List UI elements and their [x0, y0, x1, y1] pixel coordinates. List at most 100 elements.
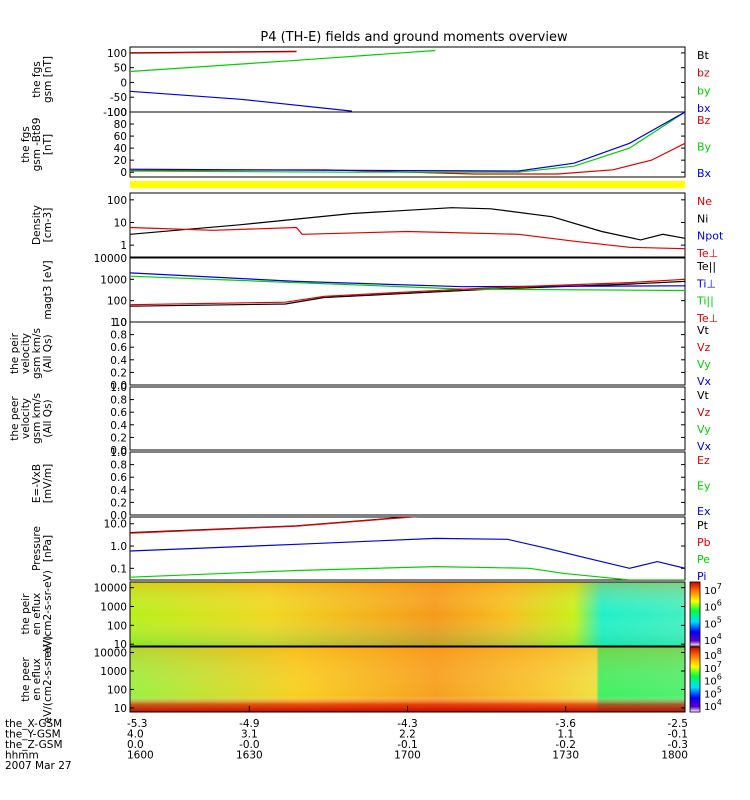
colorbar-tick-label: 104: [704, 632, 722, 647]
x-tick-label: 1630: [236, 750, 263, 762]
y-tick-label: 0.4: [110, 485, 127, 497]
series-ti-line: [130, 275, 685, 292]
series-ni-line: [130, 207, 685, 241]
panel-frame: [129, 451, 686, 516]
legend-pb-label: Pb: [697, 536, 711, 549]
x-tick-label: -0.1: [668, 729, 689, 741]
spectrogram-shading: [130, 582, 685, 646]
legend-vy-label: Vy: [697, 423, 711, 436]
y-tick-label: 60: [114, 131, 127, 143]
y-tick-label: 100: [107, 620, 127, 632]
legend-ti-label: Ti||: [696, 295, 714, 308]
series-by-line: [130, 49, 436, 73]
y-tick-label: 10000: [94, 648, 127, 660]
y-tick-label: 0.0: [110, 510, 127, 522]
panel-1: 100 50 0 -50 -100 the fgsgsm [nT] Bt bz by bx: [31, 46, 711, 119]
y-tick-label: 0.4: [110, 355, 127, 367]
y-tick-label: 100: [107, 48, 127, 60]
x-tick-label: -0.1: [397, 739, 418, 751]
figure-title: P4 (TH-E) fields and ground moments over…: [260, 30, 568, 45]
y-tick-label: 1: [120, 240, 127, 252]
y-tick-label: 1000: [100, 274, 127, 286]
x-tick-label: 1.1: [557, 729, 574, 741]
y-axis-label: the fgsgsm [nT]: [31, 56, 54, 103]
y-axis-label: E=-VxB[mV/m]: [31, 464, 54, 503]
colorbar-tick-label: 105: [704, 615, 722, 630]
y-tick-label: 10: [114, 703, 127, 715]
y-tick-label: 100: [107, 296, 127, 308]
x-tick-label: 1730: [552, 750, 579, 762]
panel-frame: [129, 386, 686, 451]
series-bx-line: [130, 112, 685, 172]
y-tick-label: 0.6: [110, 407, 127, 419]
x-tick-label: 4.0: [127, 729, 144, 741]
y-tick-label: -100: [103, 107, 127, 119]
x-axis-block: the_X-GSM -5.3 -4.9 -4.3 -3.6 -2.5 the_Y-GSM 4.…: [5, 706, 688, 772]
y-axis-label: Density[cm-3]: [31, 205, 54, 245]
y-tick-label: 0.2: [110, 497, 127, 509]
panel-4: 10000 1000 100 10 magt3 [eV] Te|| Ti⊥ Ti|| Te⊥: [42, 253, 718, 329]
y-tick-label: 0.0: [110, 445, 127, 457]
series-pt-line: [130, 517, 415, 534]
panel-frame: [129, 321, 686, 386]
x-tick-label: -3.6: [555, 718, 576, 730]
y-axis-label: magt3 [eV]: [42, 260, 54, 319]
y-tick-label: 0.4: [110, 420, 127, 432]
legend-bz-label: bz: [697, 67, 710, 80]
legend-ni-label: Ni: [697, 212, 708, 225]
legend-ex-label: Ex: [697, 505, 711, 518]
y-tick-label: 0.2: [110, 432, 127, 444]
legend-vt-label: Vt: [697, 389, 710, 402]
colorbar-tick-label: 106: [704, 599, 722, 614]
x-tick-label: 1800: [661, 750, 688, 762]
y-tick-label: 10: [114, 217, 127, 229]
series-pi-line: [130, 537, 685, 569]
panel-frame: [129, 516, 686, 581]
colorbar-tick-label: 104: [704, 698, 722, 713]
y-tick-label: 1.0: [110, 541, 127, 553]
y-axis-label: the peervelocitygsm km/s(All Qs): [9, 393, 54, 444]
legend-by-label: By: [697, 141, 712, 154]
status-bar: [130, 181, 685, 188]
y-tick-label: 0.8: [110, 460, 127, 472]
panel-frame: [129, 581, 686, 647]
y-tick-label: 1.0: [110, 447, 127, 459]
y-tick-label: 1000: [100, 666, 127, 678]
legend-bz-label: Bz: [697, 114, 711, 127]
panel-frame: [129, 111, 686, 178]
legend-vx-label: Vx: [697, 375, 712, 388]
x-tick-label: 1700: [394, 750, 421, 762]
legend-pi-label: Pi: [697, 570, 706, 583]
x-tick-label: 0.0: [127, 739, 144, 751]
legend-ey-label: Ey: [697, 480, 711, 493]
y-tick-label: 10: [114, 317, 127, 329]
legend-ti-label: Ti⊥: [696, 277, 716, 290]
colorbar: [689, 581, 701, 647]
legend-bx-label: Bx: [697, 167, 712, 180]
y-axis-label: the peeren efluxeV/(cm2-s-sr-eV): [20, 636, 54, 724]
legend-bx-label: bx: [697, 102, 711, 115]
colorbar-tick-label: 107: [704, 582, 722, 597]
y-tick-label: 0.2: [110, 367, 127, 379]
y-axis-label: the peiren efluxeV/(cm2-s-sr-eV): [20, 570, 54, 658]
colorbar: [689, 646, 701, 713]
y-tick-label: 0.6: [110, 472, 127, 484]
y-tick-label: 0.8: [110, 330, 127, 342]
legend-vz-label: Vz: [697, 406, 711, 419]
x-tick-label: 2.2: [399, 729, 416, 741]
x-tick-label: -5.3: [127, 718, 148, 730]
x-tick-label: 1600: [127, 750, 154, 762]
x-tick-label: -4.9: [239, 718, 260, 730]
series-te-line: [130, 278, 685, 306]
legend-ne-label: Ne: [697, 195, 712, 208]
y-axis-label: Pressure[nPa]: [31, 526, 54, 571]
date-label: 2007 Mar 27: [5, 760, 72, 772]
y-tick-label: 0: [120, 167, 127, 179]
y-tick-label: 40: [114, 143, 127, 155]
